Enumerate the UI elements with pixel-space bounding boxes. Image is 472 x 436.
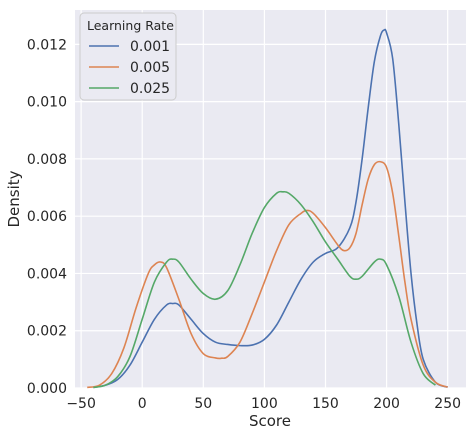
y-tick-label: 0.012 bbox=[27, 37, 67, 53]
legend-title: Learning Rate bbox=[87, 18, 174, 33]
x-tick-label: 200 bbox=[373, 396, 400, 412]
y-tick-label: 0.004 bbox=[27, 266, 67, 282]
legend-frame bbox=[79, 12, 177, 101]
y-tick-label: 0.000 bbox=[27, 381, 67, 397]
series-line-0.001 bbox=[93, 28, 448, 389]
x-tick-label: 250 bbox=[434, 396, 461, 412]
x-tick-labels: −50 0 50 100 150 200 250 bbox=[66, 396, 461, 412]
y-tick-label: 0.008 bbox=[27, 152, 67, 168]
y-tick-labels: 0.000 0.002 0.004 0.006 0.008 0.010 0.012 bbox=[27, 37, 67, 397]
x-axis-label: Score bbox=[249, 412, 291, 430]
series-lines bbox=[87, 28, 448, 389]
x-tick-label: 150 bbox=[312, 396, 339, 412]
series-line-0.025 bbox=[93, 190, 436, 389]
legend-label: 0.001 bbox=[130, 39, 170, 55]
x-tick-label: 100 bbox=[251, 396, 278, 412]
y-tick-label: 0.002 bbox=[27, 324, 67, 340]
legend-label: 0.005 bbox=[130, 60, 170, 76]
x-tick-label: 0 bbox=[138, 396, 147, 412]
y-tick-label: 0.006 bbox=[27, 209, 67, 225]
legend-items: 0.001 0.005 0.025 bbox=[89, 39, 170, 97]
x-tick-label: −50 bbox=[66, 396, 96, 412]
y-axis-label: Density bbox=[5, 170, 23, 227]
legend: Learning Rate 0.001 0.005 0.025 bbox=[79, 12, 177, 101]
grid bbox=[75, 10, 466, 389]
series-line-0.005 bbox=[87, 160, 448, 389]
legend-label: 0.025 bbox=[130, 81, 170, 97]
y-tick-label: 0.010 bbox=[27, 95, 67, 111]
x-tick-label: 50 bbox=[194, 396, 212, 412]
